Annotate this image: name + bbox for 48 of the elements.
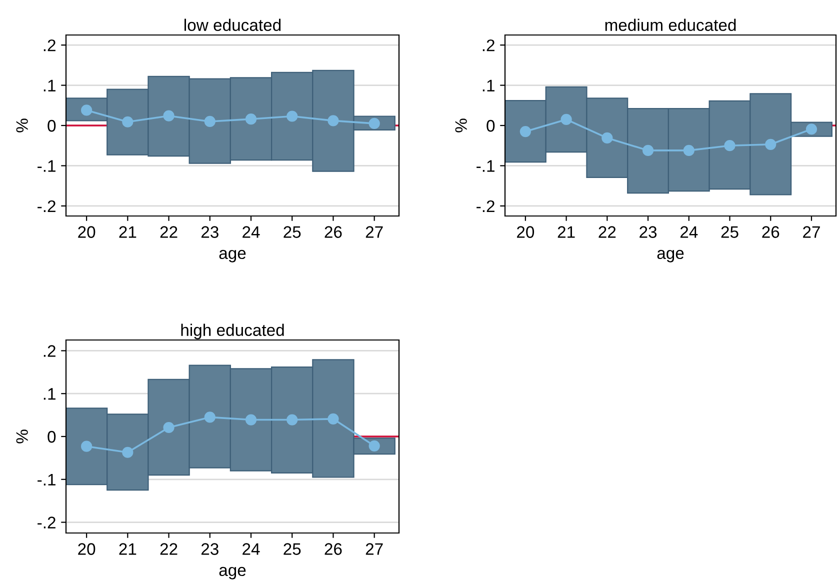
x-tick-label: 21 <box>119 226 136 238</box>
y-tick-label: .1 <box>44 388 56 400</box>
y-tick-label: .2 <box>44 39 56 52</box>
chart-title: low educated <box>184 18 281 31</box>
y-tick-label: 0 <box>48 430 56 443</box>
y-axis-title: % <box>16 118 28 132</box>
y-tick-label: .1 <box>44 80 56 92</box>
x-tick-label: 24 <box>242 543 260 555</box>
x-tick-label: 24 <box>242 226 260 238</box>
y-axis-title: % <box>16 430 28 444</box>
x-tick-label: 23 <box>201 543 218 555</box>
x-tick-label: 27 <box>366 226 383 238</box>
chart-title: high educated <box>181 324 284 340</box>
y-tick-label: -.1 <box>38 160 56 172</box>
x-tick-label: 25 <box>721 226 738 238</box>
y-tick-label: .1 <box>482 80 494 92</box>
x-tick-label: 21 <box>558 226 575 238</box>
y-tick-label: -.1 <box>38 474 56 486</box>
y-axis-title: % <box>455 118 467 132</box>
y-tick-label: 0 <box>48 120 56 132</box>
x-tick-label: 26 <box>324 543 342 555</box>
x-axis-title: age <box>657 250 684 262</box>
x-tick-label: 20 <box>78 543 96 555</box>
x-tick-label: 25 <box>284 226 301 238</box>
x-tick-label: 21 <box>119 543 136 555</box>
x-tick-label: 23 <box>201 226 218 238</box>
x-tick-label: 27 <box>803 226 820 238</box>
x-axis-title: age <box>219 250 246 262</box>
x-tick-label: 22 <box>160 543 178 555</box>
x-tick-label: 22 <box>598 226 616 238</box>
y-tick-label: -.2 <box>476 200 494 212</box>
y-tick-label: -.2 <box>38 516 56 528</box>
x-tick-label: 26 <box>324 226 342 238</box>
x-tick-label: 22 <box>160 226 178 238</box>
x-tick-label: 24 <box>680 226 698 238</box>
y-tick-label: .2 <box>44 345 56 357</box>
y-tick-label: .2 <box>482 39 494 52</box>
x-tick-label: 23 <box>640 226 657 238</box>
chart-title: medium educated <box>605 18 736 31</box>
x-tick-label: 26 <box>762 226 780 238</box>
x-tick-label: 20 <box>517 226 534 238</box>
y-tick-label: -.2 <box>38 200 56 212</box>
x-axis-title: age <box>219 566 246 580</box>
x-tick-label: 25 <box>284 543 301 555</box>
y-tick-label: 0 <box>486 120 495 132</box>
x-tick-label: 27 <box>366 543 383 555</box>
x-tick-label: 20 <box>78 226 96 238</box>
y-tick-label: -.1 <box>476 160 494 172</box>
